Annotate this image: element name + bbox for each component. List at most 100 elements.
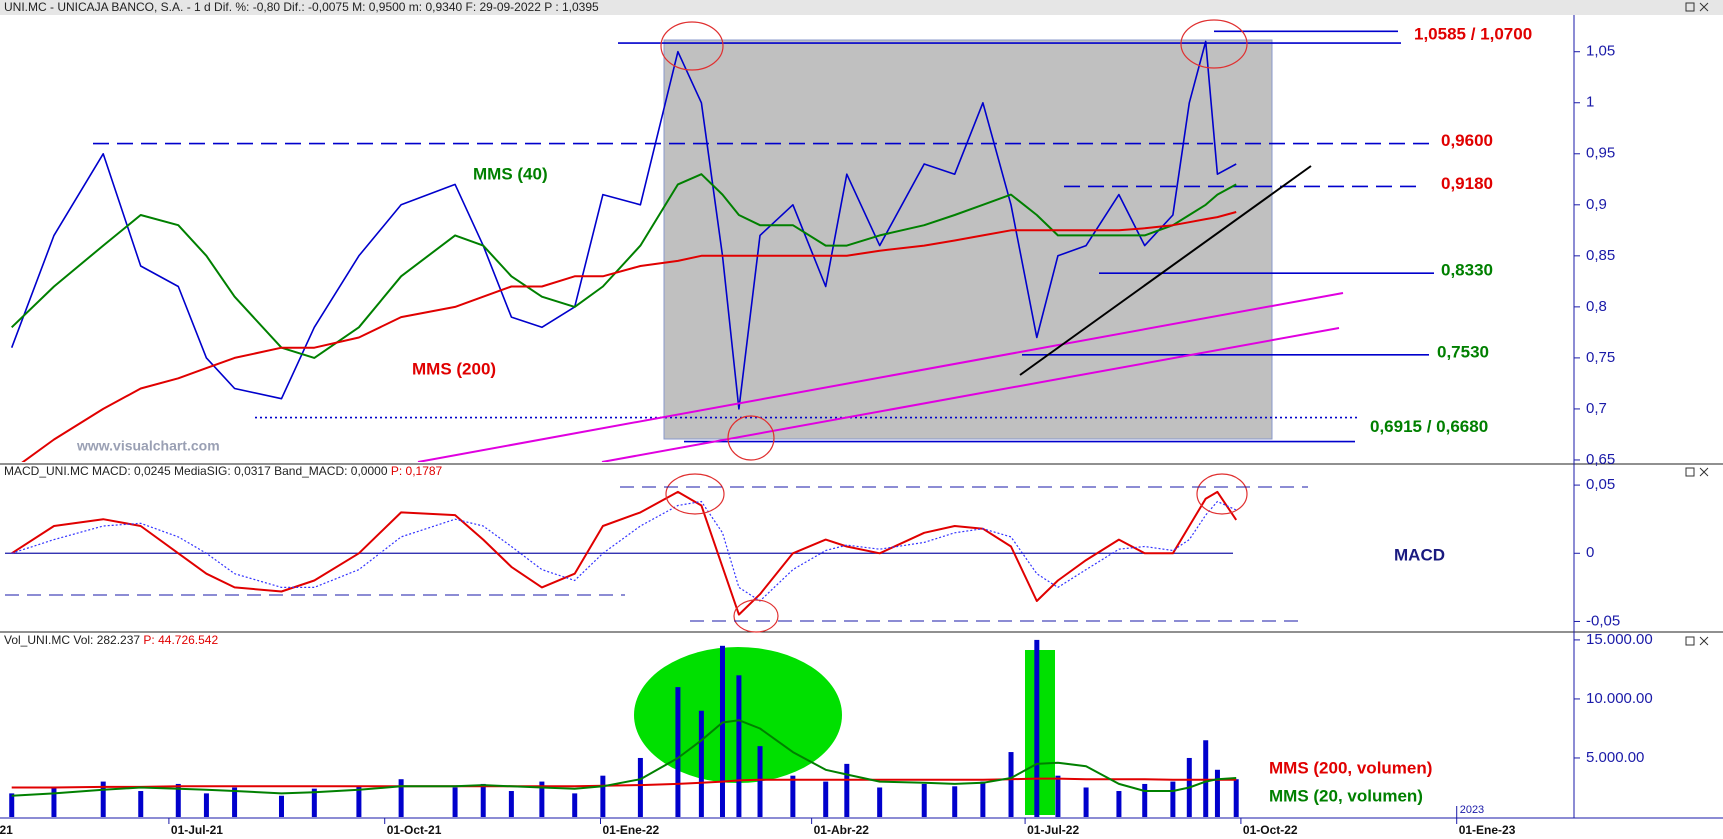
volume-bar xyxy=(138,791,144,817)
volume-bar xyxy=(1034,639,1040,817)
volume-bar xyxy=(398,779,404,817)
series-line xyxy=(21,211,1237,462)
level-label: 0,9180 xyxy=(1441,174,1493,193)
trend-lines xyxy=(417,165,1344,462)
level-label: 1,0585 / 1,0700 xyxy=(1414,25,1532,44)
volume-bar xyxy=(757,746,763,817)
y-tick-label: 1 xyxy=(1586,94,1594,111)
volume-bar xyxy=(736,675,742,817)
series-line xyxy=(11,490,1238,616)
panel-title: MACD_UNI.MC MACD: 0,0245 MediaSIG: 0,031… xyxy=(4,464,388,478)
y-tick-label: 0 xyxy=(1586,544,1594,561)
y-tick-label: 10.000.00 xyxy=(1586,690,1653,707)
volume-bar xyxy=(1083,787,1089,817)
volume-bar xyxy=(1116,791,1122,817)
series-label: MMS (200) xyxy=(412,359,496,378)
volume-bar xyxy=(203,793,209,817)
x-tick-label: 01-Oct-21 xyxy=(387,823,442,837)
trend-line xyxy=(601,327,1340,462)
volume-bar xyxy=(100,781,106,817)
volume-bar xyxy=(232,787,238,817)
y-tick-label: -0,05 xyxy=(1586,612,1620,629)
close-button[interactable] xyxy=(1699,636,1709,646)
x-tick-label: 01-Jul-22 xyxy=(1027,823,1079,837)
volume-bar xyxy=(719,645,725,817)
y-tick-label: 0,8 xyxy=(1586,298,1607,315)
trend-line xyxy=(417,292,1344,462)
panel-title: MACD_UNI.MC MACD: 0,0245 MediaSIG: 0,031… xyxy=(4,464,443,478)
panel-title: Vol_UNI.MC Vol: 282.237 P: 44.726.542 xyxy=(4,633,218,647)
restore-button[interactable] xyxy=(1685,467,1695,477)
volume-bar xyxy=(278,795,284,817)
restore-button[interactable] xyxy=(1685,636,1695,646)
volume-bar xyxy=(1170,781,1176,817)
volume-bar xyxy=(980,781,986,817)
price-panel xyxy=(10,30,1434,462)
volume-bar xyxy=(1203,740,1209,817)
level-label: 0,7530 xyxy=(1437,342,1489,361)
circle xyxy=(665,473,725,515)
macd-guides xyxy=(5,486,1308,622)
volume-bar xyxy=(790,775,796,817)
volume-bar xyxy=(1055,775,1061,817)
year-marker-label: 2023 xyxy=(1460,804,1484,816)
volume-bar xyxy=(600,775,606,817)
x-tick-label: 01-Ene-22 xyxy=(603,823,660,837)
volume-bar xyxy=(539,781,545,817)
y-tick-label: 0,9 xyxy=(1586,196,1607,213)
watermark: www.visualchart.com xyxy=(76,438,220,454)
volume-bar xyxy=(637,757,643,817)
volume-bar xyxy=(675,687,681,817)
x-tick-label: 01-Abr-21 xyxy=(0,823,13,837)
y-tick-label: 1,05 xyxy=(1586,43,1615,60)
volume-bar xyxy=(452,787,458,817)
level-label: 0,9600 xyxy=(1441,131,1493,150)
volume-highlight xyxy=(1025,650,1055,815)
y-tick-label: 0,75 xyxy=(1586,349,1615,366)
circle xyxy=(733,599,779,633)
highlight-zone xyxy=(663,39,1273,440)
volume-bar xyxy=(698,710,704,817)
x-tick-label: 01-Oct-22 xyxy=(1243,823,1298,837)
volume-bar xyxy=(952,786,958,817)
macd-panel xyxy=(5,490,1238,616)
y-tick-label: 0,65 xyxy=(1586,451,1615,468)
panel-title: Vol_UNI.MC Vol: 282.237 xyxy=(4,633,140,647)
panel-title-highlight: P: 0,1787 xyxy=(391,464,443,478)
circle xyxy=(727,415,775,461)
volume-bar xyxy=(823,781,829,817)
window-buttons[interactable] xyxy=(1685,2,1709,646)
series-label: MMS (20, volumen) xyxy=(1269,786,1423,805)
circle xyxy=(660,21,724,71)
volume-bar xyxy=(1008,752,1014,817)
circle xyxy=(1196,473,1248,515)
volume-bar xyxy=(1233,779,1239,817)
close-button[interactable] xyxy=(1699,2,1709,12)
close-button[interactable] xyxy=(1699,467,1709,477)
volume-bar xyxy=(877,787,883,817)
panel-title-highlight: P: 44.726.542 xyxy=(143,633,218,647)
volume-bar xyxy=(311,788,317,817)
x-tick-label: 01-Ene-23 xyxy=(1459,823,1516,837)
volume-bar xyxy=(508,791,514,817)
level-label: 0,8330 xyxy=(1441,261,1493,280)
series-line xyxy=(11,500,1237,602)
x-tick-label: 01-Jul-21 xyxy=(171,823,223,837)
series-line xyxy=(11,777,1237,789)
y-tick-label: 5.000.00 xyxy=(1586,749,1644,766)
restore-button[interactable] xyxy=(1685,2,1695,12)
volume-bar xyxy=(844,763,850,817)
volume-bar xyxy=(572,793,578,817)
volume-bar xyxy=(175,783,181,817)
volume-bar xyxy=(51,787,57,817)
series-line xyxy=(11,719,1237,797)
x-tick-label: 01-Abr-22 xyxy=(814,823,870,837)
circle xyxy=(1180,19,1248,69)
panel-label: MACD xyxy=(1394,545,1445,564)
volume-bar xyxy=(9,793,15,817)
chart-title: UNI.MC - UNICAJA BANCO, S.A. - 1 d Dif. … xyxy=(4,0,599,14)
series-label: MMS (200, volumen) xyxy=(1269,758,1432,777)
header-bar xyxy=(0,0,1723,15)
highlight-circles xyxy=(660,19,1248,633)
